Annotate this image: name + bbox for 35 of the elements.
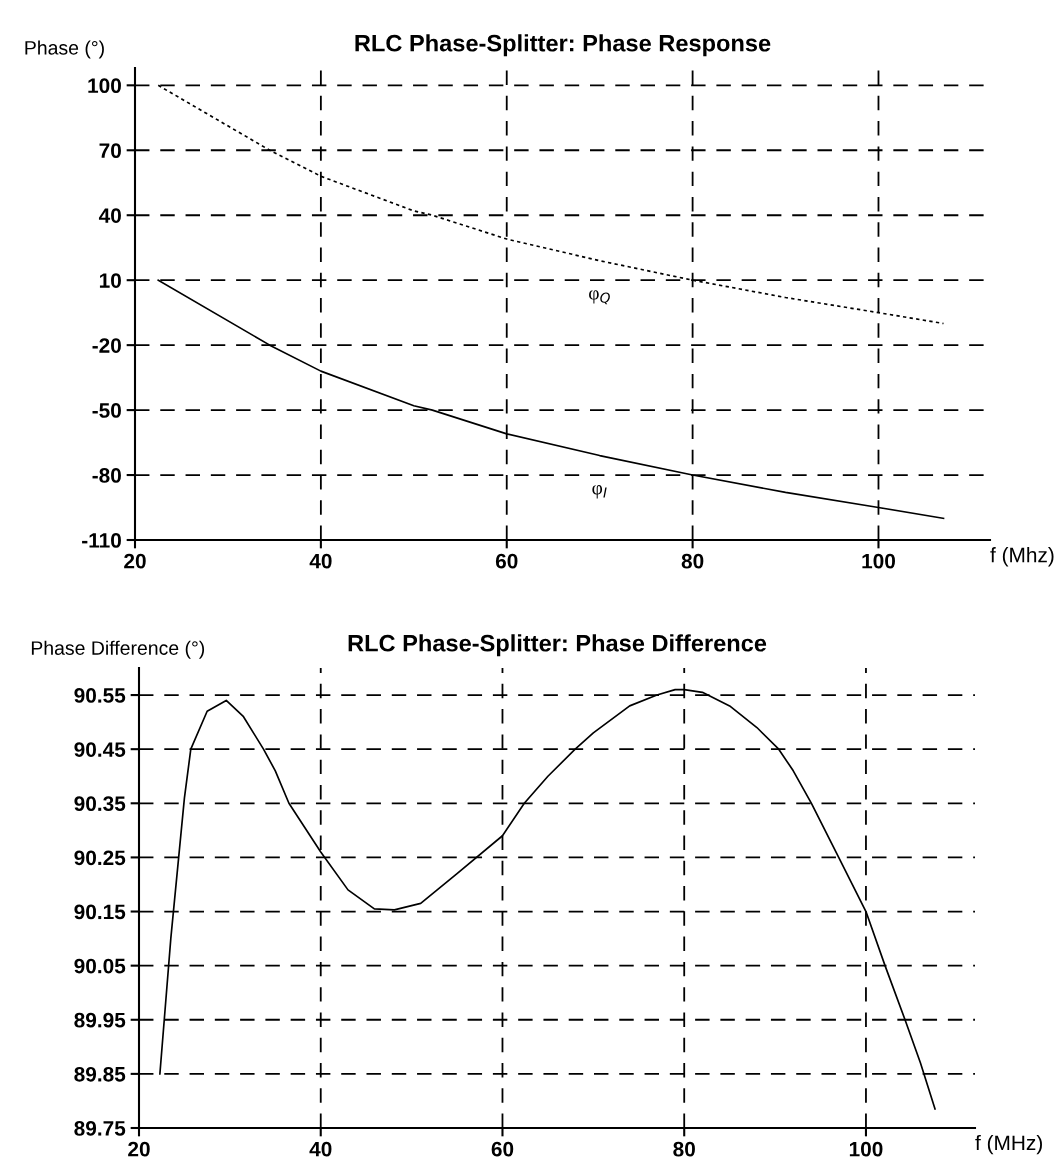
x-tick-label: 60 bbox=[491, 1141, 514, 1157]
y-tick-label: -80 bbox=[92, 468, 121, 483]
y-tick-label: 40 bbox=[98, 208, 121, 223]
series-label: φ$_{Q}$ bbox=[589, 290, 610, 305]
chart-title: RLC Phase-Splitter: Phase Response bbox=[355, 34, 771, 57]
y-tick-label: 70 bbox=[99, 143, 121, 159]
series-label: φ$_{I}$ bbox=[592, 485, 607, 499]
x-tick-label: 40 bbox=[309, 1141, 332, 1157]
x-tick-label: 20 bbox=[128, 1141, 150, 1157]
y-tick-label: 90.25 bbox=[74, 850, 126, 866]
y-tick-label: -110 bbox=[82, 533, 121, 548]
y-tick-label: 89.85 bbox=[74, 1066, 126, 1082]
x-tick-label: 100 bbox=[849, 1141, 883, 1157]
y-tick-label: 90.35 bbox=[74, 796, 126, 812]
y-axis-title: Phase (°) bbox=[25, 40, 104, 59]
x-tick-label: 40 bbox=[309, 553, 332, 569]
y-tick-label: 90.45 bbox=[74, 742, 126, 757]
y-tick-label: 100 bbox=[88, 78, 121, 94]
y-tick-label: -50 bbox=[92, 403, 121, 418]
y-tick-label: 89.95 bbox=[74, 1012, 126, 1028]
y-tick-label: 10 bbox=[99, 273, 121, 288]
y-axis-title: Phase Difference (°) bbox=[31, 640, 205, 659]
x-tick-label: 100 bbox=[862, 553, 896, 569]
x-tick-label: 80 bbox=[673, 1141, 695, 1157]
y-tick-label: 90.05 bbox=[74, 958, 126, 974]
y-tick-label: 89.75 bbox=[74, 1121, 126, 1136]
chart-title: RLC Phase-Splitter: Phase Difference bbox=[348, 634, 767, 657]
x-tick-label: 60 bbox=[495, 553, 518, 569]
x-tick-label: 80 bbox=[681, 553, 704, 569]
y-tick-label: 90.55 bbox=[74, 688, 126, 703]
x-tick-label: 20 bbox=[124, 553, 146, 569]
x-axis-title: f (MHz) bbox=[975, 1134, 1042, 1155]
y-tick-label: 90.15 bbox=[74, 904, 126, 920]
y-tick-label: -20 bbox=[92, 338, 121, 353]
x-axis-title: f (Mhz) bbox=[990, 547, 1054, 567]
